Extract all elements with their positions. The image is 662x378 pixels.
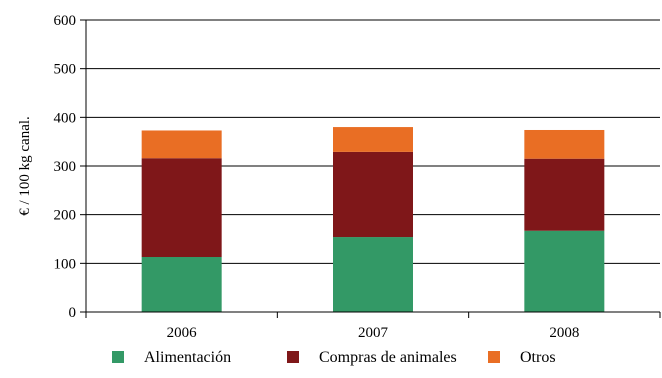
x-tick-label: 2006 — [167, 325, 198, 341]
bar-segment — [524, 129, 605, 159]
bar-segment — [141, 257, 222, 312]
y-tick-label: 500 — [54, 62, 77, 78]
y-tick-label: 0 — [69, 305, 77, 321]
y-tick-label: 600 — [54, 13, 77, 29]
y-tick-label: 100 — [54, 256, 77, 272]
y-tick-label: 400 — [54, 110, 77, 126]
legend-swatch — [287, 351, 299, 363]
bar-segment — [141, 130, 222, 159]
y-axis-ticks: 0 100 200 300 400 500 600 — [54, 13, 86, 321]
y-tick-label: 300 — [54, 159, 77, 175]
y-tick-label: 200 — [54, 208, 77, 224]
x-tick-label: 2008 — [549, 325, 579, 341]
x-tick-label: 2007 — [358, 325, 389, 341]
x-axis-ticks: 2006 2007 2008 — [85, 312, 661, 341]
legend-swatch — [488, 351, 500, 363]
bar-segment — [141, 158, 222, 258]
legend-swatch — [112, 351, 124, 363]
bar-segment — [333, 151, 413, 238]
bar-segment — [333, 127, 413, 152]
legend-label: Otros — [520, 349, 556, 366]
legend-label: Compras de animales — [319, 349, 457, 366]
bar-segment — [333, 237, 413, 312]
legend: Alimentación Compras de animales Otros — [112, 349, 556, 366]
bars — [141, 127, 605, 312]
bar-segment — [524, 158, 605, 231]
y-axis-title: € / 100 kg canal. — [17, 116, 33, 216]
legend-label: Alimentación — [144, 349, 231, 366]
bar-segment — [524, 230, 605, 312]
